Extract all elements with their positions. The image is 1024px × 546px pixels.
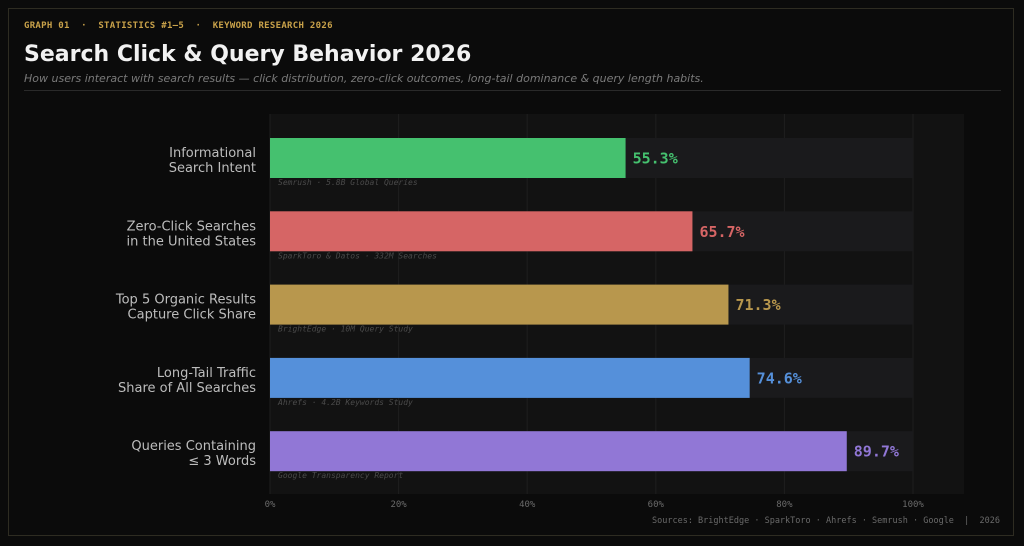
- bar-value-label: 65.7%: [699, 223, 744, 241]
- bar-source-label: Semrush · 5.8B Global Queries: [278, 178, 418, 187]
- category-label: Top 5 Organic Results Capture Click Share: [115, 293, 256, 323]
- category-label: Informational Search Intent: [169, 146, 256, 176]
- x-tick-label: 100%: [902, 500, 924, 510]
- bar-source-label: Ahrefs · 4.2B Keywords Study: [277, 398, 413, 407]
- category-label: Zero-Click Searches in the United States: [127, 219, 257, 249]
- bar: [270, 284, 729, 325]
- bar: [270, 357, 750, 398]
- bar-value-label: 55.3%: [633, 150, 678, 168]
- category-label: Long-Tail Traffic Share of All Searches: [118, 366, 256, 396]
- x-tick-label: 80%: [776, 500, 793, 510]
- chart-kicker: GRAPH 01 · STATISTICS #1–5 · KEYWORD RES…: [24, 21, 333, 31]
- chart-subtitle: How users interact with search results —…: [24, 72, 704, 85]
- chart-title: Search Click & Query Behavior 2026: [24, 42, 472, 67]
- bar-source-label: Google Transparency Report: [278, 471, 403, 480]
- x-tick-label: 60%: [648, 500, 665, 510]
- sources-footer: Sources: BrightEdge · SparkToro · Ahrefs…: [652, 516, 1000, 526]
- bar: [270, 431, 847, 472]
- x-tick-label: 20%: [390, 500, 407, 510]
- x-tick-label: 40%: [519, 500, 536, 510]
- bar: [270, 211, 693, 252]
- bar-value-label: 71.3%: [735, 296, 780, 314]
- header-divider: [24, 90, 1001, 91]
- bar-value-label: 89.7%: [854, 443, 899, 461]
- x-tick-label: 0%: [265, 500, 276, 510]
- bar: [270, 138, 626, 178]
- chart-frame: [8, 8, 1014, 536]
- bar-source-label: SparkToro & Datos · 332M Searches: [278, 251, 437, 260]
- bar-source-label: BrightEdge · 10M Query Study: [278, 325, 413, 334]
- bar-value-label: 74.6%: [757, 369, 802, 387]
- category-label: Queries Containing ≤ 3 Words: [131, 439, 256, 469]
